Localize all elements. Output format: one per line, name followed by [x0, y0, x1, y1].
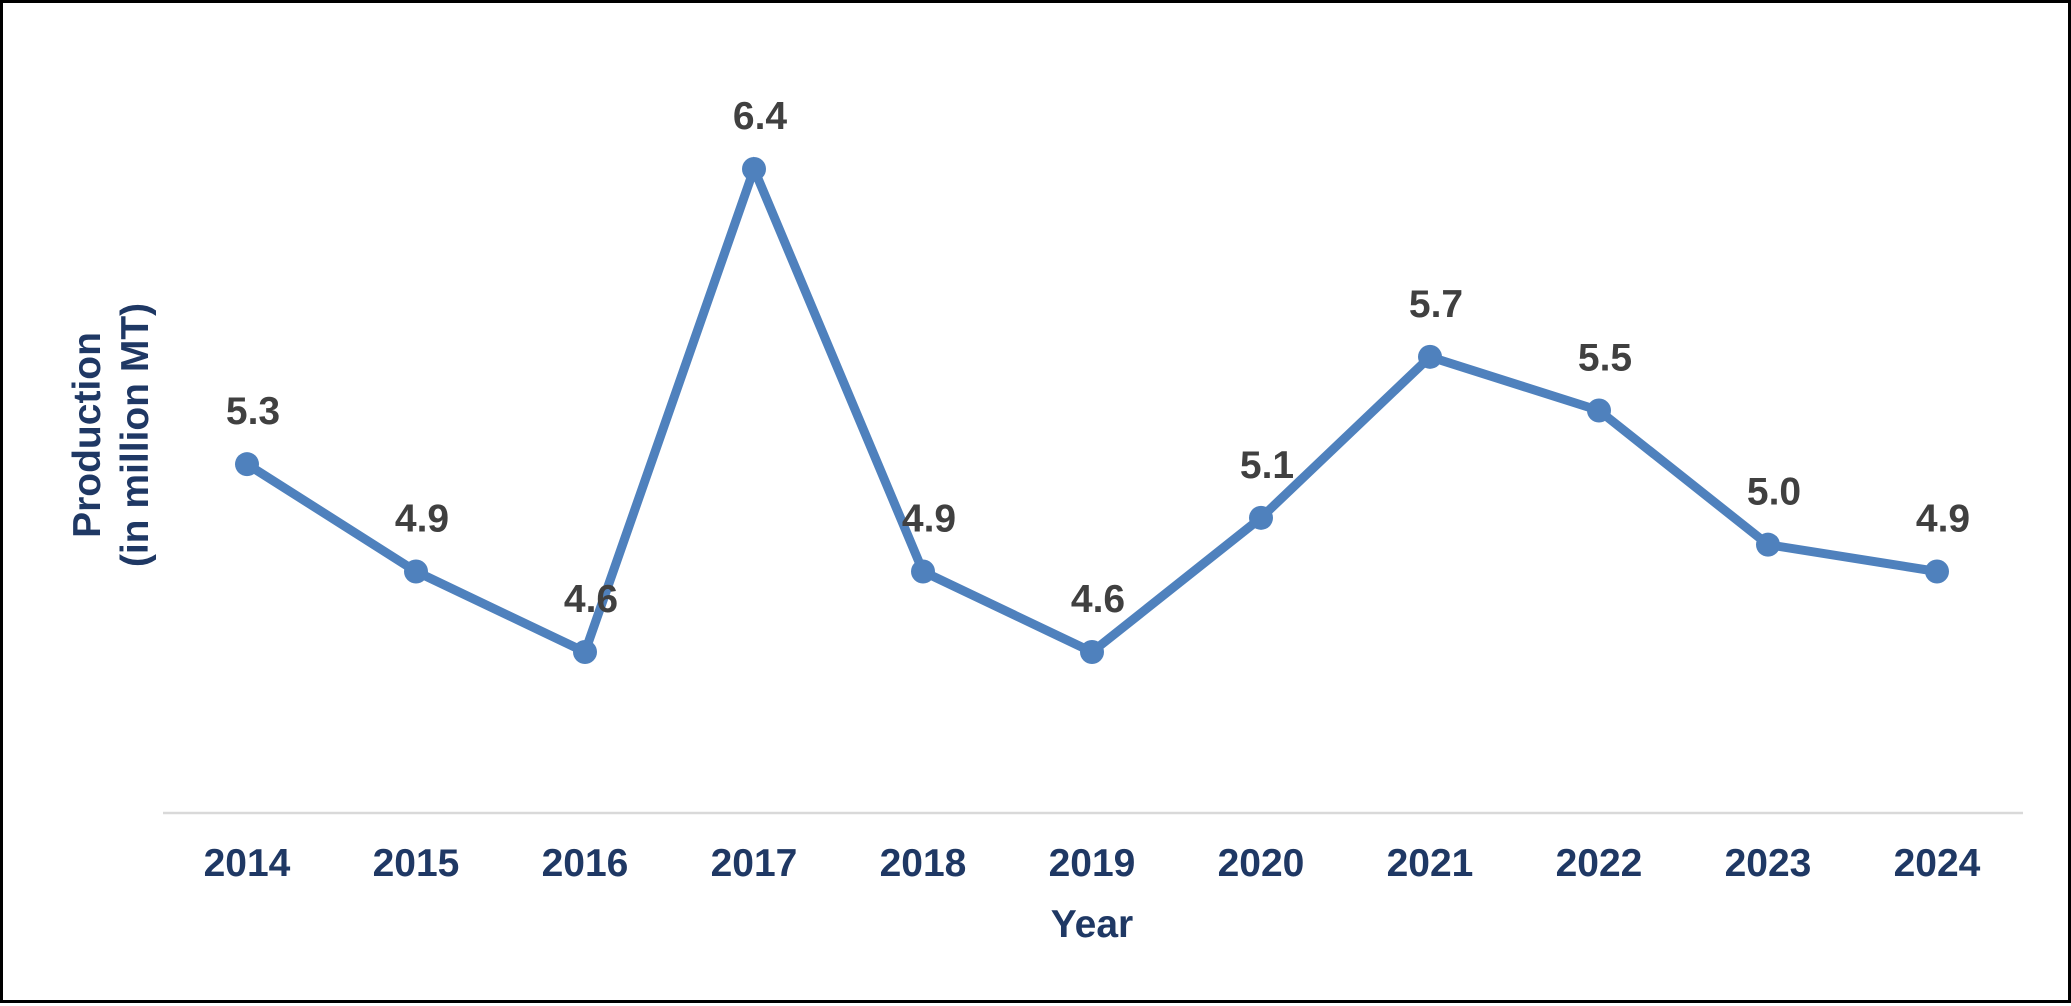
data-label-2017: 6.4 — [733, 95, 788, 138]
data-label-2021: 5.7 — [1409, 283, 1463, 326]
data-point-2019 — [1080, 640, 1104, 664]
data-label-2016: 4.6 — [564, 578, 618, 621]
y-axis-title: Production (in million MT) — [66, 303, 157, 567]
data-point-2014 — [235, 452, 259, 477]
data-point-2017 — [742, 157, 766, 181]
x-tick-label-2022: 2022 — [1556, 842, 1643, 885]
x-tick-label-2014: 2014 — [204, 842, 291, 885]
y-axis-title-line-2: (in million MT) — [114, 303, 157, 567]
data-point-2016 — [573, 640, 597, 664]
data-point-2024 — [1925, 559, 1949, 584]
x-tick-label-2020: 2020 — [1218, 842, 1305, 885]
x-tick-labels: 2014 2015 2016 2017 2018 2019 2020 2021 2022 2023… — [204, 842, 1981, 885]
x-tick-label-2018: 2018 — [880, 842, 967, 885]
data-label-2019: 4.6 — [1071, 578, 1125, 621]
data-label-2018: 4.9 — [902, 498, 956, 541]
data-point-2023 — [1756, 532, 1780, 557]
line-chart: 2014 2015 2016 2017 2018 2019 2020 2021 2022 2023… — [66, 95, 2023, 946]
x-axis-title: Year — [1051, 903, 1133, 946]
data-point-2015 — [404, 559, 428, 584]
y-axis-title-line-1: Production — [66, 332, 109, 538]
series-markers — [235, 157, 1949, 664]
data-label-2014: 5.3 — [226, 390, 280, 433]
x-tick-label-2019: 2019 — [1049, 842, 1136, 885]
x-tick-label-2016: 2016 — [542, 842, 629, 885]
x-tick-label-2024: 2024 — [1894, 842, 1981, 885]
data-point-2021 — [1418, 344, 1442, 369]
data-point-2022 — [1587, 398, 1611, 423]
data-label-2023: 5.0 — [1747, 471, 1801, 514]
x-tick-label-2021: 2021 — [1387, 842, 1474, 885]
x-tick-label-2015: 2015 — [373, 842, 460, 885]
data-label-2015: 4.9 — [395, 498, 449, 541]
data-labels: 5.3 4.9 4.6 6.4 4.9 4.6 5.1 5.7 5.5 5.0 4.9 — [226, 95, 1970, 621]
data-point-2020 — [1249, 505, 1273, 530]
x-tick-label-2017: 2017 — [711, 842, 798, 885]
data-point-2018 — [911, 559, 935, 584]
x-tick-label-2023: 2023 — [1725, 842, 1812, 885]
data-label-2022: 5.5 — [1578, 337, 1632, 380]
data-label-2024: 4.9 — [1916, 498, 1970, 541]
data-label-2020: 5.1 — [1240, 444, 1294, 487]
